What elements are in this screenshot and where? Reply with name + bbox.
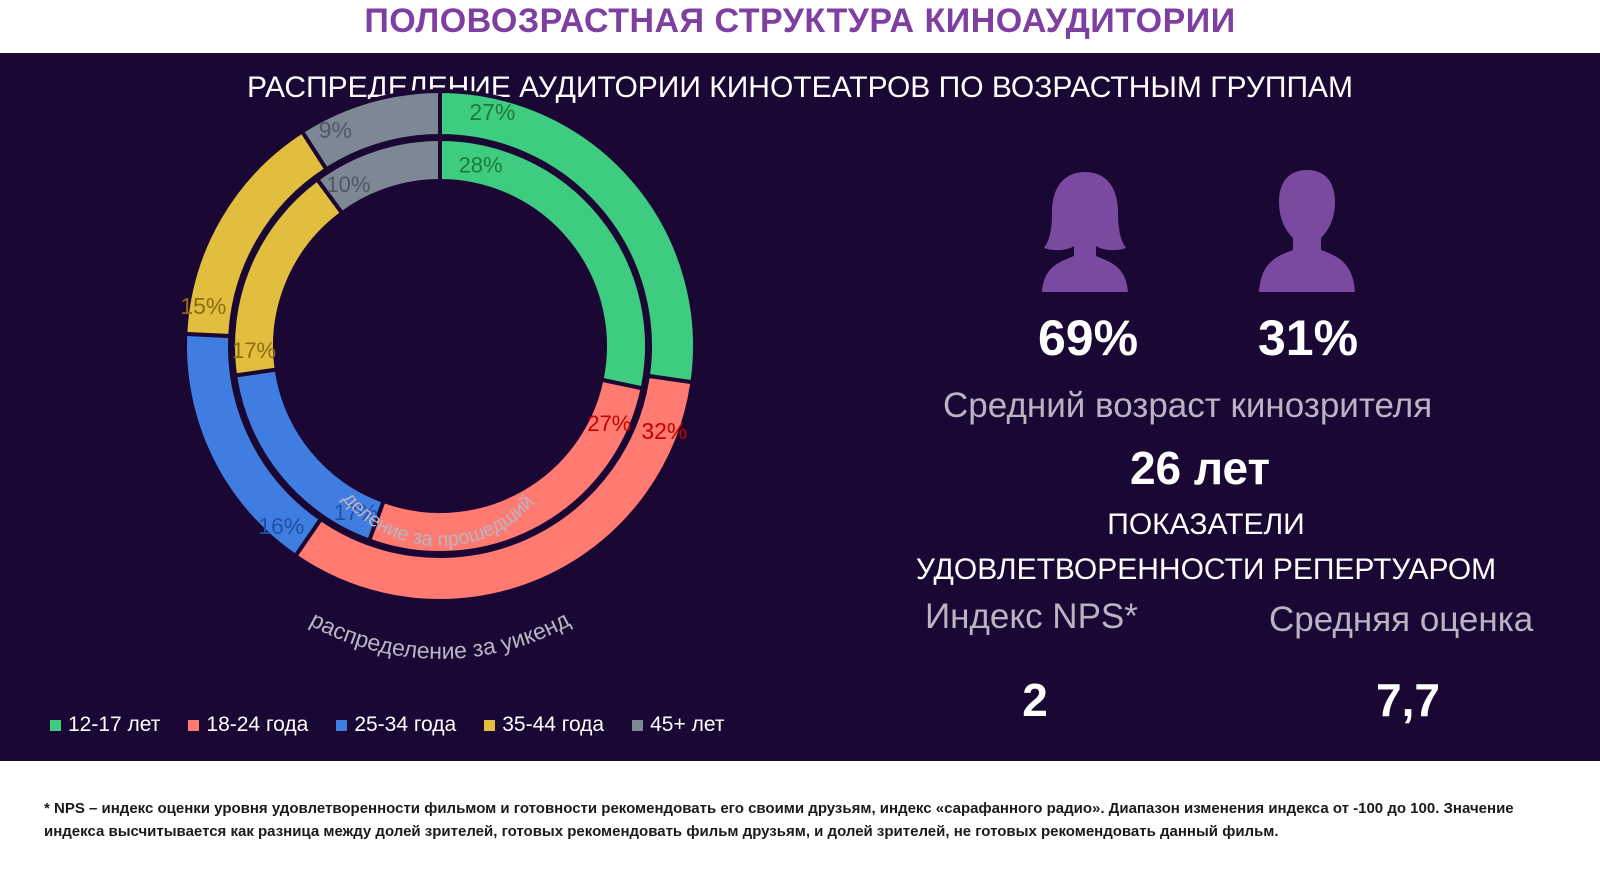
legend-item-35-44: 35-44 года bbox=[484, 713, 604, 737]
legend-swatch bbox=[484, 719, 496, 731]
legend-swatch bbox=[50, 719, 61, 731]
legend-label: 45+ лет bbox=[650, 713, 725, 736]
rating-value: 7,7 bbox=[1376, 674, 1440, 726]
legend-label: 18-24 года bbox=[206, 713, 309, 736]
male-percentage: 31% bbox=[1257, 310, 1359, 366]
nps-label: Индекс NPS* bbox=[925, 597, 1138, 636]
donut-slice-outer-4 bbox=[299, 88, 442, 173]
legend-item-45-plus: 45+ лет bbox=[632, 713, 724, 737]
male-person-icon bbox=[1259, 170, 1355, 292]
legend-swatch bbox=[336, 719, 348, 731]
legend-label: 12-17 лет bbox=[68, 713, 161, 736]
donut-data-label: 17% bbox=[232, 338, 276, 363]
donut-data-label: 27% bbox=[587, 411, 631, 436]
footnote: * NPS – индекс оценки уровня удовлетворе… bbox=[44, 800, 1514, 840]
donut-slice-inner-4 bbox=[314, 136, 442, 216]
average-age-value: 26 лет bbox=[1129, 442, 1271, 494]
donut-data-label: 9% bbox=[319, 117, 352, 143]
donut-data-label: 10% bbox=[326, 172, 370, 197]
nps-value: 2 bbox=[1022, 674, 1048, 726]
donut-data-label: 32% bbox=[641, 418, 687, 444]
legend-item-18-24: 18-24 года bbox=[188, 713, 308, 737]
donut-data-label: 27% bbox=[469, 99, 515, 125]
page-title: ПОЛОВОЗРАСТНАЯ СТРУКТУРА КИНОАУДИТОРИИ bbox=[364, 2, 1236, 40]
outer-ring-label: распределение за уикенд bbox=[306, 606, 574, 664]
average-age-label: Средний возраст кинозрителя bbox=[943, 386, 1433, 425]
legend-item-25-34: 25-34 года bbox=[336, 713, 456, 737]
chart-panel: РАСПРЕДЕЛЕНИЕ АУДИТОРИИ КИНОТЕАТРОВ ПО В… bbox=[0, 53, 1600, 761]
satisfaction-heading-line2: УДОВЛЕТВОРЕННОСТИ РЕПЕРТУАРОМ bbox=[915, 553, 1497, 586]
rating-label: Средняя оценка bbox=[1269, 600, 1534, 639]
legend-swatch bbox=[632, 719, 644, 731]
donut-data-label: 15% bbox=[180, 293, 226, 319]
female-percentage: 69% bbox=[1037, 310, 1139, 366]
donut-data-label: 17% bbox=[334, 500, 378, 525]
legend-label: 25-34 года bbox=[354, 713, 457, 736]
donut-data-label: 16% bbox=[258, 513, 304, 539]
female-person-icon bbox=[1042, 172, 1128, 292]
legend-swatch bbox=[188, 719, 200, 731]
legend-label: 35-44 года bbox=[502, 713, 605, 736]
donut-chart: 27% 32% 16% 15% 9% 28% 27% 17% 17% 10% распределе… bbox=[0, 53, 697, 664]
satisfaction-heading-line1: ПОКАЗАТЕЛИ bbox=[1107, 508, 1305, 541]
donut-data-label: 28% bbox=[459, 152, 503, 177]
legend-item-12-17: 12-17 лет bbox=[50, 713, 160, 737]
chart-legend: 12-17 лет 18-24 года 25-34 года 35-44 го… bbox=[50, 713, 724, 737]
